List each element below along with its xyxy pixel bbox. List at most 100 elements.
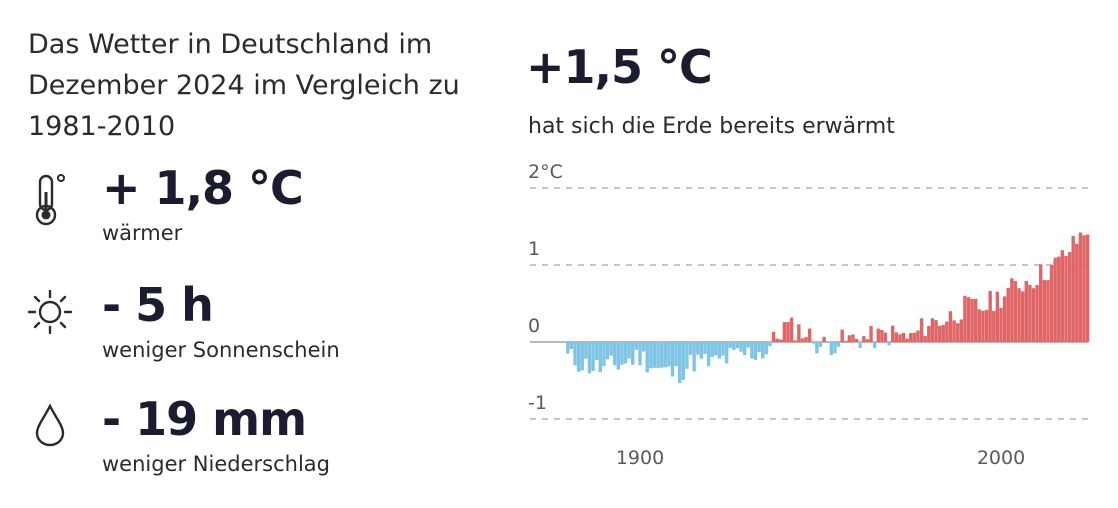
bar-1961	[858, 342, 862, 348]
bar-1904	[652, 342, 657, 368]
bar-1956	[840, 329, 844, 342]
bar-1922	[717, 342, 722, 359]
bar-1933	[757, 342, 761, 353]
bar-1988	[955, 323, 960, 342]
bar-2022	[1078, 232, 1083, 342]
y-tick-label: -1	[528, 392, 547, 414]
y-tick-label: 2°C	[528, 161, 563, 183]
bar-1975	[909, 333, 913, 342]
chart-labels: 2°C 1 0 -1 1900 2000	[528, 161, 1025, 469]
bar-1972	[898, 334, 902, 342]
bar-1954	[833, 342, 837, 354]
bar-1967	[880, 329, 884, 342]
bar-2003	[1010, 278, 1014, 342]
bar-1924	[724, 342, 729, 364]
bar-1929	[742, 342, 747, 355]
bar-1986	[948, 311, 953, 342]
bar-1987	[952, 320, 956, 342]
bar-1928	[739, 342, 743, 352]
bar-1974	[905, 338, 909, 342]
bar-1950	[818, 342, 823, 347]
bar-1947	[807, 328, 812, 342]
bar-2016	[1057, 256, 1061, 342]
bar-1941	[786, 321, 790, 342]
bar-2019	[1067, 252, 1072, 342]
y-tick-label: 1	[528, 238, 540, 260]
bar-1970	[891, 325, 895, 342]
bar-1920	[710, 342, 714, 357]
temperature-label: wärmer	[102, 221, 183, 245]
bar-1885	[584, 342, 588, 359]
x-tick-label: 2000	[977, 447, 1025, 469]
temperature-value: + 1,8 °C	[102, 161, 304, 215]
bar-1882	[573, 342, 577, 366]
bar-1899	[634, 342, 639, 350]
bar-1990	[963, 295, 967, 342]
bar-1973	[901, 332, 906, 342]
bar-1911	[678, 342, 682, 384]
bar-1983	[937, 325, 942, 342]
bar-1984	[941, 324, 945, 342]
bar-1915	[692, 342, 696, 372]
bar-1960	[854, 338, 859, 342]
bar-2011	[1039, 264, 1043, 342]
bar-1908	[667, 342, 671, 367]
bar-1909	[670, 342, 675, 377]
bar-1952	[826, 342, 830, 343]
raindrop-icon	[35, 404, 65, 447]
bar-1937	[771, 331, 776, 342]
bar-1891	[605, 342, 610, 360]
bar-1903	[649, 342, 653, 369]
bar-1916	[696, 342, 700, 355]
bar-1906	[659, 342, 664, 368]
bar-1943	[793, 340, 797, 342]
y-tick-label: 0	[528, 315, 540, 337]
bar-1923	[721, 342, 725, 356]
bar-1917	[699, 342, 704, 359]
thermometer-icon	[35, 174, 65, 226]
bar-1925	[728, 342, 732, 348]
bar-1913	[685, 342, 689, 369]
bar-1981	[930, 318, 935, 342]
bar-1900	[638, 342, 642, 366]
bar-1896	[623, 342, 628, 364]
bar-1927	[735, 342, 740, 349]
bar-1880	[566, 342, 570, 354]
bar-1894	[616, 342, 621, 370]
bar-2015	[1053, 257, 1057, 342]
bar-2024	[1085, 234, 1090, 342]
bar-1910	[674, 342, 678, 367]
page-title: Das Wetter in Deutschland im Dezember 20…	[28, 29, 460, 142]
bar-1971	[894, 332, 899, 342]
bar-2020	[1071, 235, 1075, 342]
bar-1892	[609, 342, 613, 356]
bar-1968	[883, 332, 888, 342]
bar-2000	[999, 307, 1003, 342]
bar-2021	[1075, 243, 1079, 342]
bar-2017	[1060, 250, 1065, 342]
bar-1935	[764, 342, 769, 355]
sunshine-label: weniger Sonnenschein	[102, 338, 340, 362]
bar-1930	[746, 342, 750, 348]
bar-1993	[974, 298, 978, 342]
bar-1918	[703, 342, 707, 354]
bar-1989	[959, 319, 963, 342]
bar-2010	[1035, 285, 1039, 342]
bar-2018	[1064, 256, 1068, 342]
bar-1949	[815, 342, 819, 354]
bar-1934	[761, 342, 765, 359]
bar-1889	[598, 342, 602, 373]
bar-1893	[613, 342, 617, 366]
bar-1959	[851, 334, 855, 342]
bar-1978	[919, 318, 924, 342]
bar-1895	[620, 342, 624, 365]
bar-1991	[966, 297, 971, 342]
bar-1944	[797, 324, 801, 342]
bar-1992	[970, 298, 974, 342]
bar-1995	[981, 310, 985, 342]
bar-1921	[714, 342, 718, 356]
bar-1965	[872, 342, 877, 349]
bar-1962	[862, 336, 866, 342]
bar-1897	[627, 342, 631, 359]
bar-1926	[732, 342, 736, 351]
